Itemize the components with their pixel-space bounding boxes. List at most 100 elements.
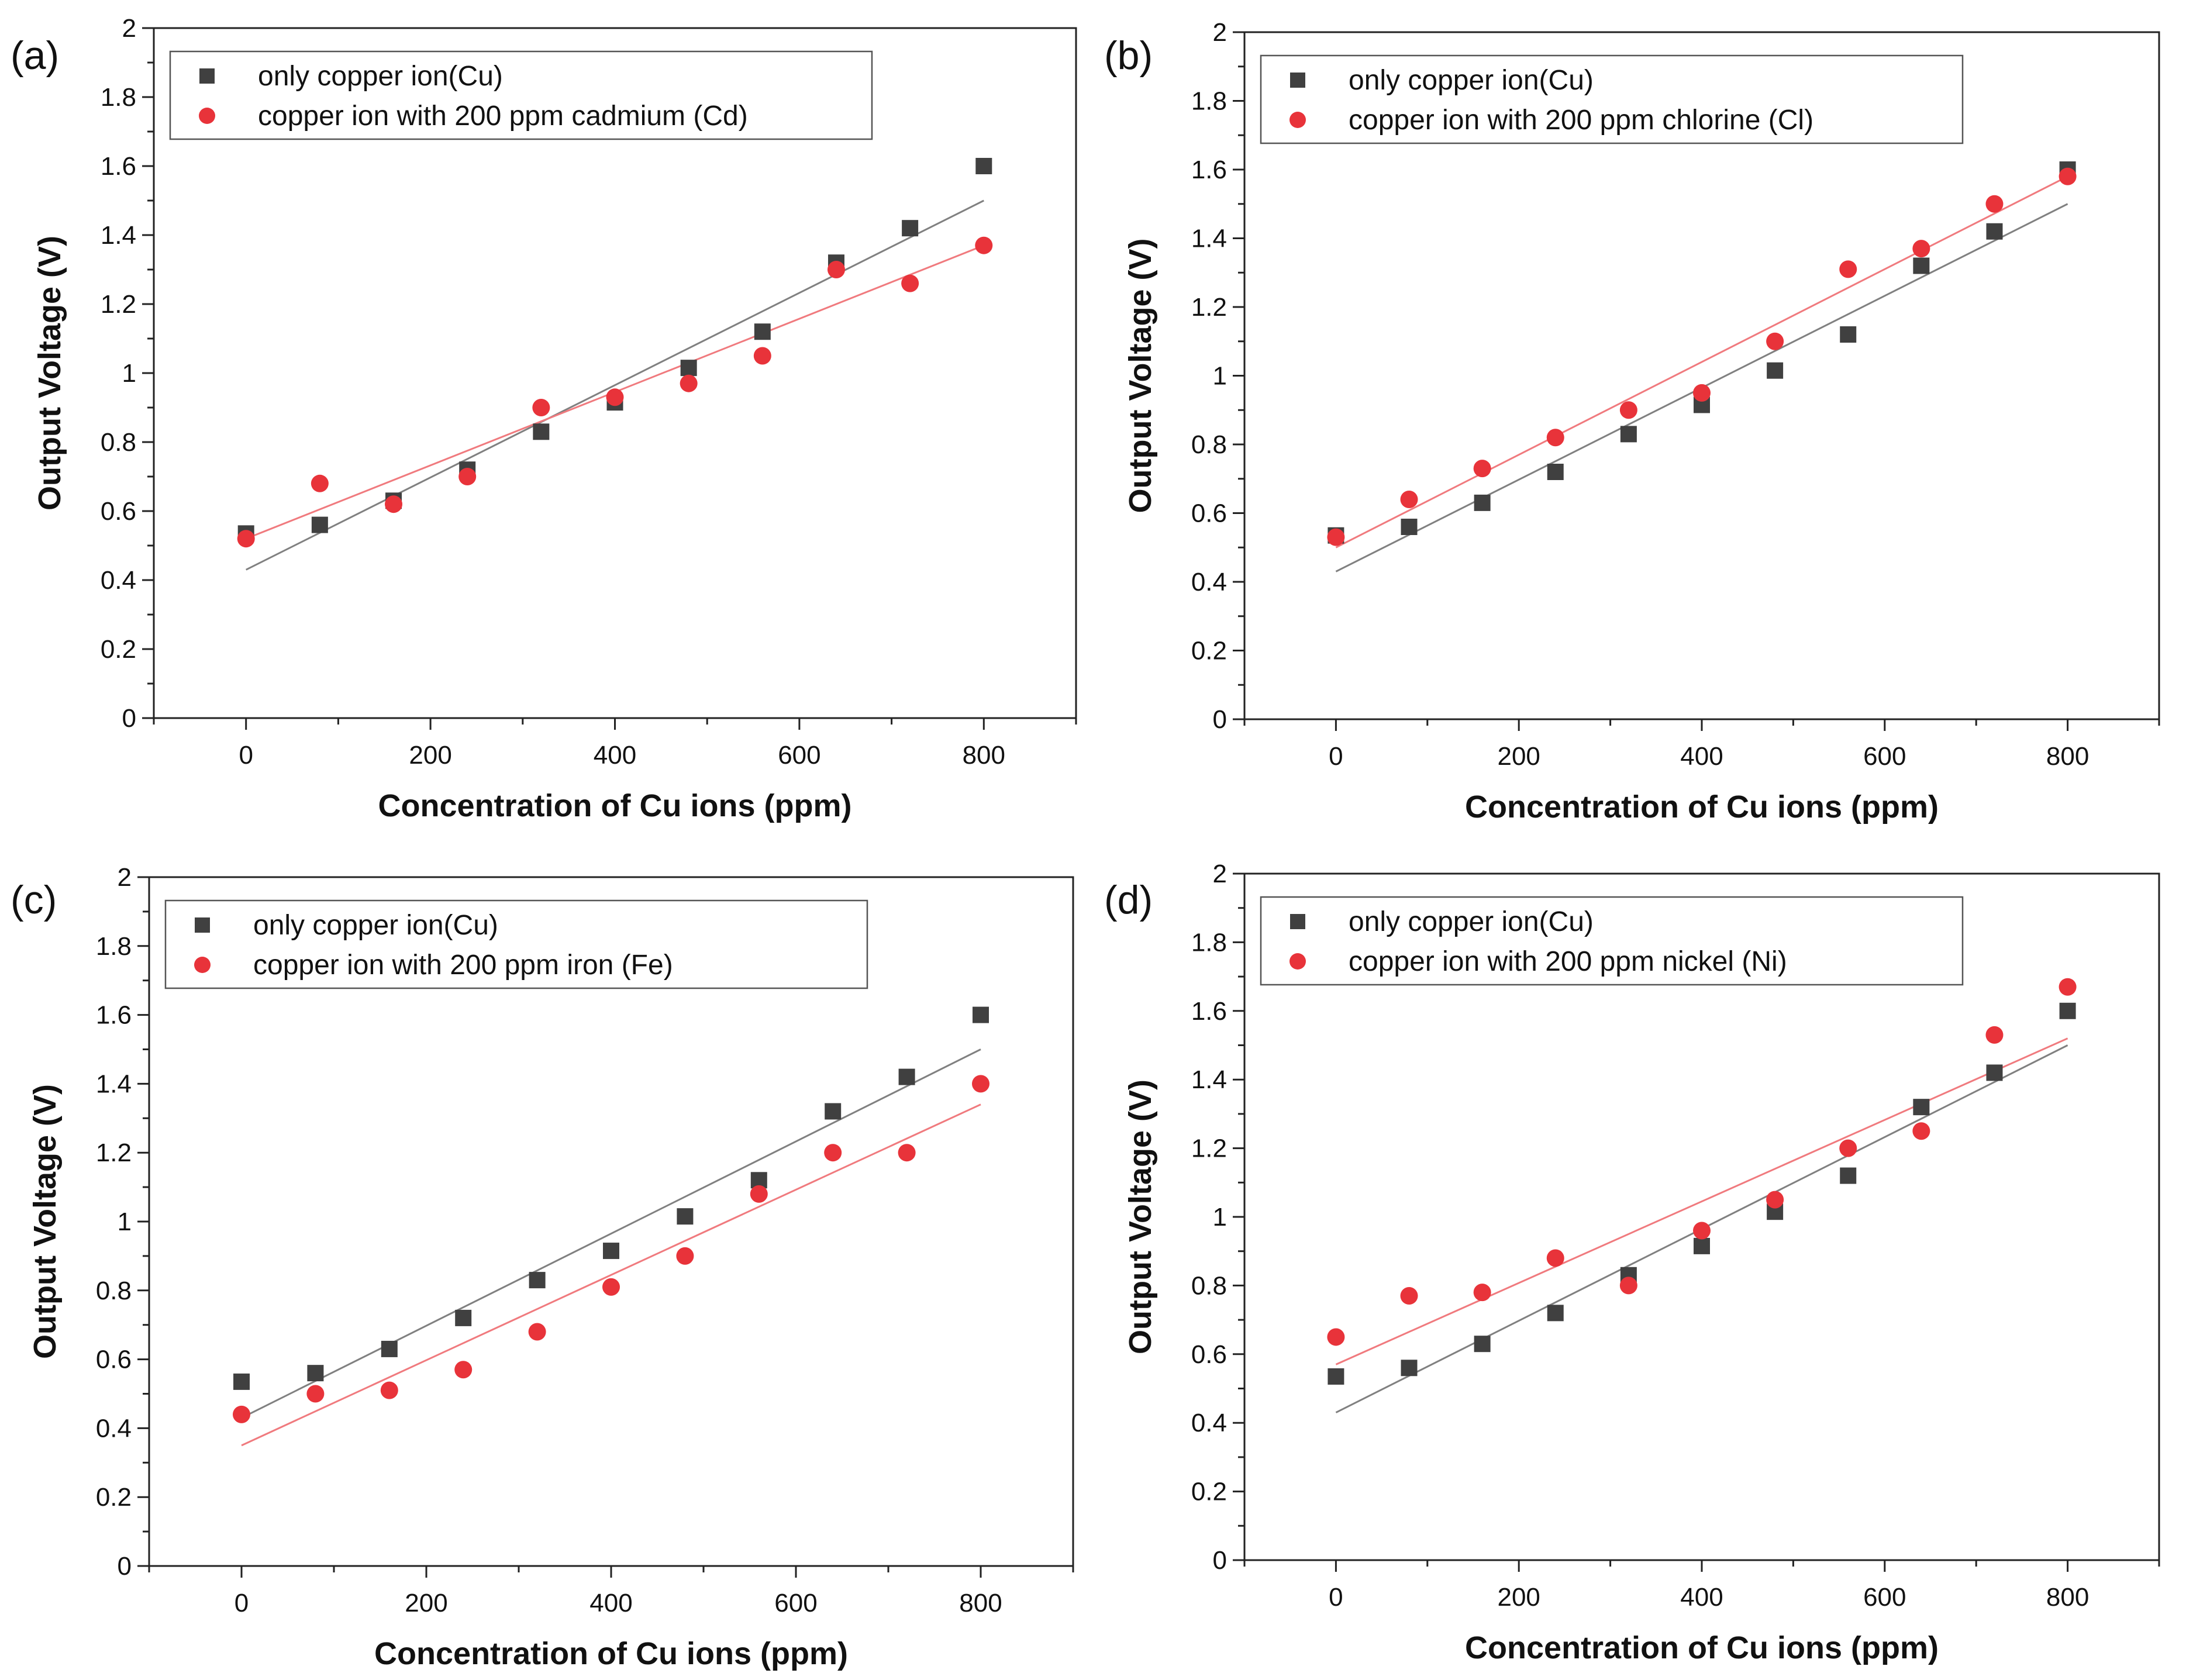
y-tick-label: 2 [1213,860,1227,888]
data-point-series-2 [972,1075,989,1093]
data-point-series-1 [307,1365,324,1382]
data-point-series-2 [1473,1284,1491,1302]
y-tick-label: 1.2 [1191,293,1227,322]
data-point-series-1 [381,1340,398,1357]
y-tick-label: 0.4 [101,566,136,595]
legend-label: copper ion with 200 ppm iron (Fe) [253,950,673,981]
data-point-series-2 [1985,1026,2004,1044]
fit-line-series-2 [241,1103,981,1447]
legend-circle-marker [1289,953,1306,970]
x-tick-label: 200 [1497,742,1540,771]
legend: only copper ion(Cu) copper ion with 200 p… [1260,896,1964,986]
data-point-series-2 [1546,429,1564,447]
x-tick-label: 600 [1863,742,1906,771]
y-tick-label: 0.4 [96,1414,132,1443]
data-point-series-1 [233,1373,250,1390]
x-tick-label: 800 [2046,742,2089,771]
y-axis-title: Output Voltage (V) [1123,239,1158,513]
data-point-series-2 [454,1361,473,1379]
y-tick-label: 1.6 [96,1001,132,1030]
data-point-series-1 [1401,1360,1418,1377]
data-point-series-1 [1840,1167,1857,1184]
data-point-series-2 [233,1405,250,1423]
y-tick-label: 0.6 [1191,499,1227,528]
legend: only copper ion(Cu) copper ion with 200 p… [169,50,873,140]
x-tick-label: 200 [405,1589,447,1617]
legend: only copper ion(Cu) copper ion with 200 p… [164,899,868,989]
legend: only copper ion(Cu) copper ion with 200 p… [1260,54,1964,144]
x-tick-label: 600 [774,1589,817,1617]
x-axis-title: Concentration of Cu ions (ppm) [1465,789,1939,825]
data-point-series-2 [1912,240,1930,258]
data-point-series-1 [1840,326,1857,343]
data-point-series-2 [1912,1122,1930,1140]
y-tick-label: 1.8 [1191,87,1227,116]
legend-square-marker [1290,73,1305,88]
y-tick-label: 1.6 [1191,997,1227,1026]
data-point-series-2 [380,1381,398,1399]
data-point-series-2 [528,1323,546,1341]
data-point-series-2 [306,1385,325,1403]
y-tick-label: 0 [122,704,136,733]
data-point-series-2 [1327,528,1345,546]
y-tick-label: 0 [118,1552,132,1581]
data-point-series-1 [603,1243,619,1260]
chart-panel-c: (c) 0 0.2 0.4 0.6 0.8 1 1.2 1.4 1.6 1.8 2 0 200 400 600… [11,863,1074,1671]
y-tick-label: 1 [122,359,136,388]
data-point-series-1 [1547,464,1564,480]
x-tick-label: 200 [1497,1583,1540,1612]
y-tick-label: 1.4 [1191,225,1227,253]
y-tick-label: 1 [1213,1203,1227,1231]
fit-line-series-2 [1335,1037,2068,1365]
legend-label: copper ion with 200 ppm nickel (Ni) [1349,946,1787,977]
fit-line-series-1 [241,1048,981,1419]
legend-label: copper ion with 200 ppm cadmium (Cd) [258,101,748,132]
data-point-series-2 [1546,1249,1564,1267]
x-tick-label: 400 [1680,1583,1723,1612]
data-point-series-2 [1839,1139,1857,1157]
y-tick-label: 0 [1213,1546,1227,1575]
data-point-series-2 [2059,978,2077,996]
data-point-series-1 [902,220,919,237]
data-point-series-2 [1473,460,1491,478]
data-point-series-1 [311,516,328,533]
y-axis-title: Output Voltage (V) [27,1084,63,1359]
y-tick-label: 2 [118,863,132,892]
data-point-series-1 [1620,426,1637,443]
x-tick-label: 400 [594,741,636,770]
data-point-series-2 [1619,1277,1637,1295]
data-point-series-1 [1401,519,1418,535]
data-point-series-2 [827,261,845,278]
data-point-series-2 [1400,1287,1418,1305]
y-tick-label: 1 [1213,362,1227,391]
y-tick-label: 0.6 [1191,1340,1227,1369]
y-tick-label: 0.4 [1191,1409,1227,1437]
legend-label: only copper ion(Cu) [1349,906,1594,937]
data-point-series-1 [1767,362,1784,379]
data-point-series-2 [1766,1191,1784,1209]
y-axis-title: Output Voltage (V) [1123,1079,1158,1354]
data-point-series-2 [1693,384,1711,402]
data-point-series-1 [680,360,697,377]
y-tick-label: 1.8 [1191,928,1227,957]
y-tick-label: 0.8 [1191,430,1227,459]
data-point-series-1 [1986,1064,2003,1081]
y-tick-label: 1.2 [101,290,136,319]
y-tick-label: 0.6 [96,1346,132,1374]
data-point-series-2 [1766,332,1784,350]
data-point-series-1 [973,1006,989,1023]
x-tick-label: 600 [778,741,820,770]
data-point-series-1 [1547,1305,1564,1322]
data-point-series-2 [1985,195,2004,213]
data-point-series-2 [458,468,477,485]
data-point-series-2 [1400,491,1418,508]
data-point-series-1 [529,1272,546,1289]
y-tick-label: 1.4 [96,1070,132,1098]
x-tick-label: 0 [1329,742,1343,771]
data-point-series-2 [1839,260,1857,278]
y-tick-label: 0.2 [101,635,136,664]
x-tick-label: 400 [1680,742,1723,771]
data-point-series-1 [1913,257,1930,274]
legend-label: only copper ion(Cu) [253,910,498,941]
legend-circle-marker [199,108,215,124]
